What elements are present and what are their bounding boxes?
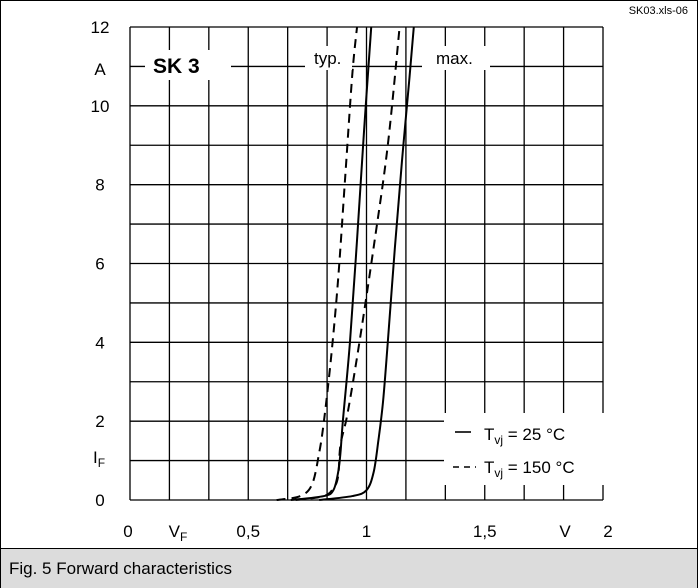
legend-item-25: Tvj = 25 °C [484, 425, 565, 447]
max-label-bg [422, 46, 490, 70]
x-tick-label: 0,5 [236, 522, 260, 541]
device-label-bg [145, 50, 231, 80]
x-unit: V [559, 522, 571, 541]
y-tick-label: 2 [95, 412, 104, 431]
series-line-0 [276, 26, 359, 501]
series-line-3 [319, 26, 415, 501]
figure-caption: Fig. 5 Forward characteristics [9, 559, 232, 578]
max-label: max. [436, 49, 473, 68]
x-axis-label: VF [169, 522, 188, 544]
y-tick-label: 0 [95, 491, 104, 510]
y-tick-label: 4 [95, 333, 104, 352]
series-line-2 [295, 26, 401, 501]
x-tick-label: 2 [603, 522, 612, 541]
series-line-1 [290, 26, 373, 501]
x-tick-labels: 0 0,5 1 1,5 2 [123, 522, 612, 541]
typ-label: typ. [314, 49, 341, 68]
y-tick-label: 12 [91, 18, 110, 37]
typ-label-bg [305, 46, 352, 70]
y-tick-labels: 0 2 4 6 8 10 12 [91, 18, 110, 510]
y-tick-label: 6 [95, 255, 104, 274]
x-tick-label: 1,5 [473, 522, 497, 541]
y-axis-label: IF [93, 448, 105, 470]
caption-bar: Fig. 5 Forward characteristics [1, 548, 697, 588]
source-tag: SK03.xls-06 [629, 5, 688, 17]
x-tick-label: 1 [362, 522, 371, 541]
curves [276, 26, 415, 501]
y-tick-label: 10 [91, 97, 110, 116]
legend-box [444, 413, 614, 485]
device-label: SK 3 [153, 55, 200, 78]
legend-item-150: Tvj = 150 °C [484, 458, 575, 480]
y-unit: A [94, 60, 106, 79]
x-tick-label: 0 [123, 522, 132, 541]
y-tick-label: 8 [95, 176, 104, 195]
legend: Tvj = 25 °C Tvj = 150 °C [444, 413, 614, 485]
forward-characteristics-chart: SK 3 typ. max. SK03.xls-06 A IF VF V 0 2 4… [91, 5, 688, 544]
